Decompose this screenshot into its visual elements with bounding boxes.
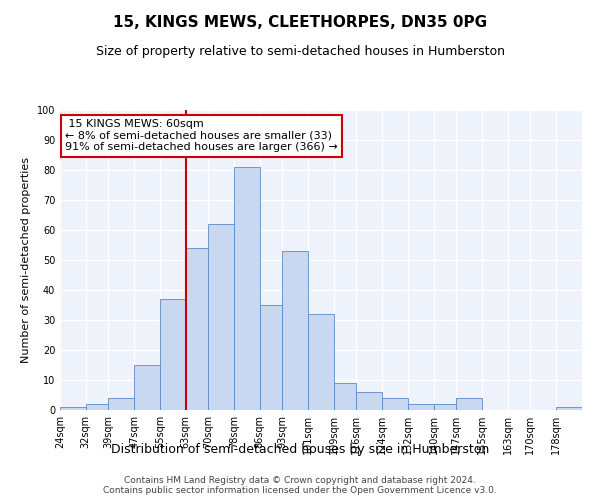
Bar xyxy=(134,365,160,410)
Bar xyxy=(457,398,482,410)
Bar xyxy=(208,224,234,410)
Bar xyxy=(283,251,308,410)
Bar xyxy=(356,392,382,410)
Bar xyxy=(109,398,134,410)
Text: Size of property relative to semi-detached houses in Humberston: Size of property relative to semi-detach… xyxy=(95,45,505,58)
Text: 15 KINGS MEWS: 60sqm 
← 8% of semi-detached houses are smaller (33)
91% of semi-: 15 KINGS MEWS: 60sqm ← 8% of semi-detach… xyxy=(65,119,338,152)
Bar xyxy=(60,407,86,410)
Bar xyxy=(185,248,208,410)
Bar xyxy=(434,404,457,410)
Bar xyxy=(556,407,582,410)
Bar xyxy=(86,404,109,410)
Y-axis label: Number of semi-detached properties: Number of semi-detached properties xyxy=(21,157,31,363)
Text: Contains HM Land Registry data © Crown copyright and database right 2024.
Contai: Contains HM Land Registry data © Crown c… xyxy=(103,476,497,495)
Bar xyxy=(334,383,356,410)
Bar xyxy=(234,167,260,410)
Text: 15, KINGS MEWS, CLEETHORPES, DN35 0PG: 15, KINGS MEWS, CLEETHORPES, DN35 0PG xyxy=(113,15,487,30)
Bar xyxy=(382,398,408,410)
Bar xyxy=(408,404,434,410)
Bar xyxy=(160,299,185,410)
Bar xyxy=(308,314,334,410)
Text: Distribution of semi-detached houses by size in Humberston: Distribution of semi-detached houses by … xyxy=(111,442,489,456)
Bar xyxy=(260,305,283,410)
